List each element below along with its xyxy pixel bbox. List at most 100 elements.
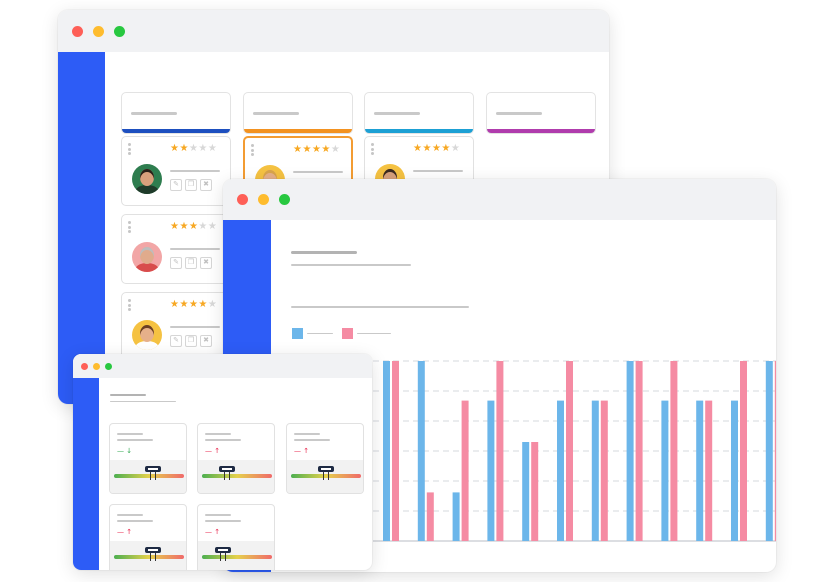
card-text-placeholder: [170, 248, 220, 250]
edit-icon[interactable]: ✎: [170, 335, 182, 347]
kanban-card[interactable]: ★★★★★ ✎❐✖: [121, 136, 231, 206]
bar-series-1-cat-7[interactable]: [591, 400, 599, 541]
avatar-body: [135, 185, 159, 194]
gauge-value-marker[interactable]: [318, 466, 334, 472]
minimize-window-button[interactable]: [258, 194, 269, 205]
star-filled-icon: ★: [179, 143, 189, 154]
kpi-gauge-card[interactable]: — ↑: [197, 504, 275, 570]
column-title-placeholder: [374, 112, 420, 115]
star-filled-icon: ★: [293, 144, 303, 155]
kanban-titlebar: [58, 10, 609, 52]
bar-series-1-cat-2[interactable]: [417, 361, 425, 541]
trend-up-icon: — ↑: [205, 528, 221, 536]
edit-icon[interactable]: ✎: [170, 257, 182, 269]
gauge-value-marker[interactable]: [218, 466, 235, 472]
delete-icon[interactable]: ✖: [200, 257, 212, 269]
kpi-value-placeholder: [117, 439, 153, 441]
bar-series-1-cat-12[interactable]: [765, 361, 773, 541]
chart-subtitle-placeholder: [291, 264, 411, 266]
delete-icon[interactable]: ✖: [200, 335, 212, 347]
kanban-card[interactable]: ★★★★★ ✎❐✖: [121, 292, 231, 362]
minimize-window-button[interactable]: [93, 363, 100, 370]
star-filled-icon: ★: [170, 143, 180, 154]
gauge-value-marker[interactable]: [144, 466, 161, 472]
maximize-window-button[interactable]: [114, 26, 125, 37]
star-rating[interactable]: ★★★★★: [170, 221, 217, 233]
drag-handle-icon[interactable]: [128, 299, 131, 311]
kpi-gauge-card[interactable]: — ↑: [109, 504, 187, 570]
column-header[interactable]: [121, 92, 231, 134]
bar-series-2-cat-11[interactable]: [740, 361, 747, 541]
bar-series-2-cat-5[interactable]: [531, 442, 539, 541]
drag-handle-icon[interactable]: [251, 144, 254, 156]
maximize-window-button[interactable]: [279, 194, 290, 205]
column-header[interactable]: [364, 92, 474, 134]
star-rating[interactable]: ★★★★★: [413, 143, 460, 155]
star-rating[interactable]: ★★★★★: [170, 299, 217, 311]
legend-label-blue: [307, 333, 333, 334]
copy-icon[interactable]: ❐: [185, 257, 197, 269]
column-accent-bar: [244, 129, 352, 133]
star-rating[interactable]: ★★★★★: [293, 144, 340, 156]
bar-chart: [373, 360, 776, 542]
maximize-window-button[interactable]: [105, 363, 112, 370]
kpi-gauge-card[interactable]: — ↑: [197, 423, 275, 494]
bar-series-1-cat-10[interactable]: [696, 400, 704, 541]
avatar-head: [140, 169, 154, 186]
star-rating[interactable]: ★★★★★: [170, 143, 217, 155]
gauges-sidebar: [73, 378, 99, 570]
column-header[interactable]: [486, 92, 596, 134]
bar-series-1-cat-6[interactable]: [557, 400, 564, 541]
copy-icon[interactable]: ❐: [185, 335, 197, 347]
copy-icon[interactable]: ❐: [185, 179, 197, 191]
kpi-gauge-card[interactable]: — ↓: [109, 423, 187, 494]
kanban-card[interactable]: ★★★★★ ✎❐✖: [121, 214, 231, 284]
card-actions: ✎❐✖: [170, 257, 212, 269]
legend-swatch-pink: [342, 328, 353, 339]
star-filled-icon: ★: [321, 144, 331, 155]
bar-series-1-cat-3[interactable]: [452, 492, 460, 541]
bar-series-1-cat-1[interactable]: [383, 361, 390, 541]
kpi-title-placeholder: [294, 433, 320, 435]
edit-icon[interactable]: ✎: [170, 179, 182, 191]
close-window-button[interactable]: [81, 363, 88, 370]
star-filled-icon: ★: [431, 143, 442, 154]
kpi-gauge-card[interactable]: — ↑: [286, 423, 364, 494]
bar-series-2-cat-6[interactable]: [566, 361, 573, 541]
column-header[interactable]: [243, 92, 353, 134]
gauges-subtitle-placeholder: [110, 401, 176, 402]
bar-series-1-cat-9[interactable]: [661, 400, 669, 541]
kpi-value-placeholder: [294, 439, 330, 441]
drag-handle-icon[interactable]: [128, 143, 131, 155]
star-filled-icon: ★: [441, 143, 451, 154]
bar-series-2-cat-1[interactable]: [392, 361, 399, 541]
star-filled-icon: ★: [311, 144, 322, 155]
minimize-window-button[interactable]: [93, 26, 104, 37]
bar-series-2-cat-2[interactable]: [426, 492, 434, 541]
star-filled-icon: ★: [170, 221, 180, 232]
close-window-button[interactable]: [237, 194, 248, 205]
bar-series-2-cat-9[interactable]: [670, 361, 678, 541]
bar-series-1-cat-4[interactable]: [487, 400, 495, 541]
column-accent-bar: [122, 129, 230, 133]
star-filled-icon: ★: [179, 221, 189, 232]
bar-series-2-cat-12[interactable]: [774, 361, 776, 541]
drag-handle-icon[interactable]: [371, 143, 374, 155]
bar-series-2-cat-7[interactable]: [600, 400, 608, 541]
bar-series-1-cat-8[interactable]: [626, 361, 634, 541]
gauges-titlebar: [73, 354, 372, 378]
gauge-bar: [202, 474, 272, 478]
drag-handle-icon[interactable]: [128, 221, 131, 233]
star-empty-icon: ★: [207, 299, 218, 310]
bar-series-1-cat-11[interactable]: [731, 400, 738, 541]
gauge-value-marker[interactable]: [144, 547, 161, 553]
close-window-button[interactable]: [72, 26, 83, 37]
bar-series-2-cat-4[interactable]: [496, 361, 504, 541]
delete-icon[interactable]: ✖: [200, 179, 212, 191]
bar-series-2-cat-10[interactable]: [705, 400, 713, 541]
gauge-value-marker[interactable]: [215, 547, 231, 553]
bar-series-2-cat-3[interactable]: [461, 400, 469, 541]
bar-series-2-cat-8[interactable]: [635, 361, 643, 541]
gauge-tick: [228, 472, 230, 480]
bar-series-1-cat-5[interactable]: [522, 442, 530, 541]
